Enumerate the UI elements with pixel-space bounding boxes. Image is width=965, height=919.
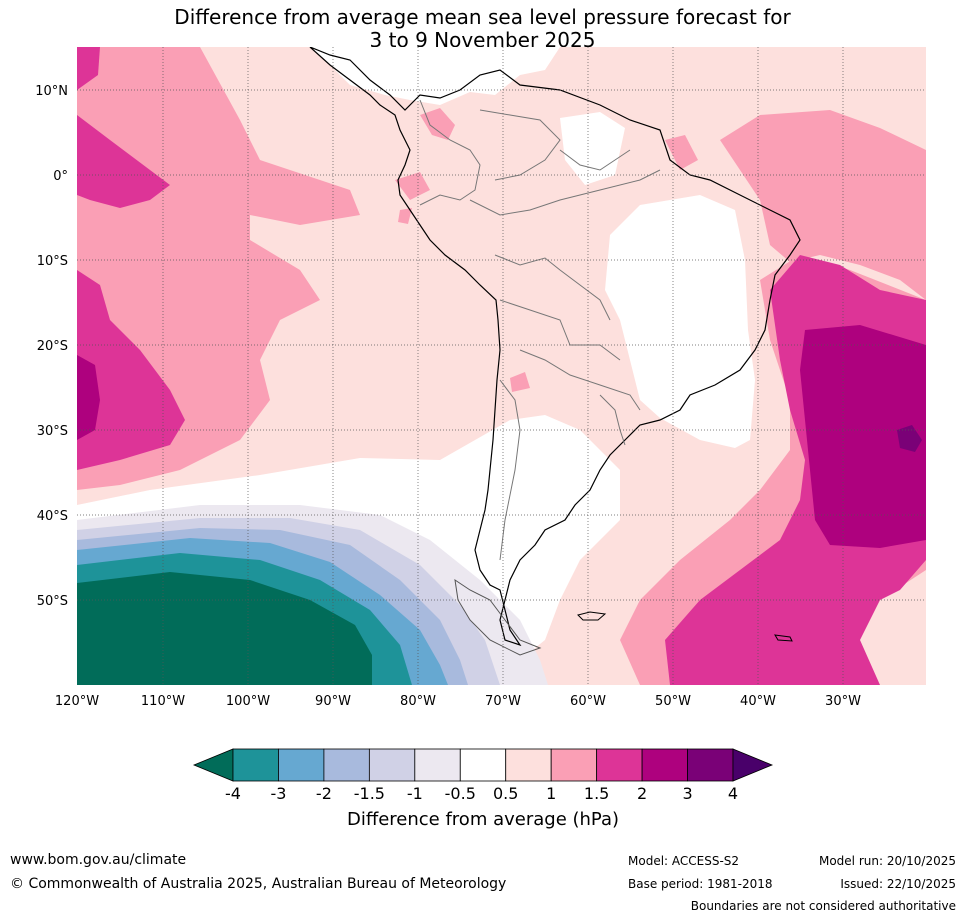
coastline-falkland-islands [577, 611, 607, 621]
anomaly-patch-andes [510, 372, 530, 392]
footer-issued: Issued: 22/10/2025 [840, 877, 956, 891]
lon-label: 70°W [485, 694, 521, 709]
anomaly-patch-ecuador [395, 172, 430, 200]
footer-copyright: © Commonwealth of Australia 2025, Austra… [10, 876, 507, 892]
colorbar-tick-label: -2 [316, 784, 332, 803]
colorbar-tick-labels: -4 -3 -2 -1.5 -1 -0.5 0.5 1 1.5 2 3 4 [225, 784, 738, 803]
lon-label: 90°W [315, 694, 351, 709]
colorbar-label: Difference from average (hPa) [347, 809, 619, 830]
anomaly-band-1-1.5-atlantic-north [720, 110, 926, 300]
lon-label: 50°W [655, 694, 691, 709]
colorbar-segments [232, 748, 734, 782]
anomaly-field [77, 47, 926, 685]
latitude-labels: 10°N 0° 10°S 20°S 30°S 40°S 50°S [35, 84, 68, 609]
lon-label: 60°W [570, 694, 606, 709]
colorbar-segment [323, 748, 370, 782]
colorbar-segment [505, 748, 552, 782]
lon-label: 110°W [141, 694, 185, 709]
colorbar-tick-label: 0.5 [493, 784, 518, 803]
footer-model-run: Model run: 20/10/2025 [818, 854, 956, 868]
colorbar-under-arrow [192, 748, 234, 782]
colorbar-tick-label: -0.5 [445, 784, 476, 803]
colorbar-tick-label: 1.5 [584, 784, 609, 803]
lon-label: 40°W [740, 694, 776, 709]
colorbar-segment [687, 748, 734, 782]
lat-label: 20°S [37, 339, 68, 354]
colorbar: -4 -3 -2 -1.5 -1 -0.5 0.5 1 1.5 2 3 4 Difference fr… [192, 748, 774, 830]
lat-label: 10°N [35, 84, 68, 99]
colorbar-segment [232, 748, 279, 782]
colorbar-segment [550, 748, 598, 782]
footer-url[interactable]: www.bom.gov.au/climate [10, 852, 187, 868]
colorbar-tick-label: 4 [728, 784, 738, 803]
coastline-south-america [309, 47, 801, 647]
colorbar-segment [596, 748, 643, 782]
lon-label: 30°W [825, 694, 861, 709]
colorbar-segment [368, 748, 416, 782]
country-borders [419, 99, 661, 561]
coastline-south-georgia [774, 634, 793, 642]
footer-base-period: Base period: 1981-2018 [628, 877, 773, 891]
neutral-region-caribbean [310, 47, 560, 105]
map-title-line1: Difference from average mean sea level p… [174, 5, 791, 29]
lon-label: 100°W [226, 694, 270, 709]
lat-label: 30°S [37, 424, 68, 439]
anomaly-patch-peru [398, 208, 412, 224]
anomaly-band-2-3-pacific [77, 355, 100, 440]
footer-model: Model: ACCESS-S2 [628, 854, 740, 868]
neutral-region-guiana [560, 112, 625, 185]
anomaly-band-3-4-atlantic [897, 425, 922, 452]
lon-label: 80°W [400, 694, 436, 709]
longitude-labels: 120°W 110°W 100°W 90°W 80°W 70°W 60°W 50… [55, 694, 861, 709]
graticule [77, 47, 926, 685]
colorbar-tick-label: -4 [225, 784, 241, 803]
coastline-patagonian-islands [454, 578, 542, 656]
colorbar-tick-label: 3 [682, 784, 692, 803]
colorbar-tick-label: -1 [407, 784, 423, 803]
anomaly-band-below-neg4 [77, 572, 372, 685]
colorbar-segment [641, 748, 688, 782]
colorbar-tick-label: 2 [637, 784, 647, 803]
anomaly-band-1.5-2-pacific-south [77, 270, 185, 470]
colorbar-over-arrow [732, 748, 774, 782]
colorbar-tick-label: -1.5 [354, 784, 385, 803]
colorbar-segment [278, 748, 325, 782]
colorbar-tick-label: 1 [546, 784, 556, 803]
colorbar-tick-label: -3 [270, 784, 286, 803]
anomaly-band-2-3-atlantic [800, 325, 926, 548]
anomaly-band-1.5-2-pacific-north [77, 115, 170, 208]
lat-label: 0° [53, 169, 68, 184]
lat-label: 40°S [37, 509, 68, 524]
anomaly-band-1.5-2-nw [77, 47, 100, 90]
lon-label: 120°W [55, 694, 99, 709]
colorbar-segment [459, 748, 507, 782]
footer-disclaimer: Boundaries are not considered authoritat… [690, 899, 956, 913]
neutral-region-brazil [605, 195, 755, 448]
anomaly-patch-colombia [420, 108, 455, 140]
lat-label: 50°S [37, 594, 68, 609]
lat-label: 10°S [37, 254, 68, 269]
colorbar-segment [414, 748, 461, 782]
